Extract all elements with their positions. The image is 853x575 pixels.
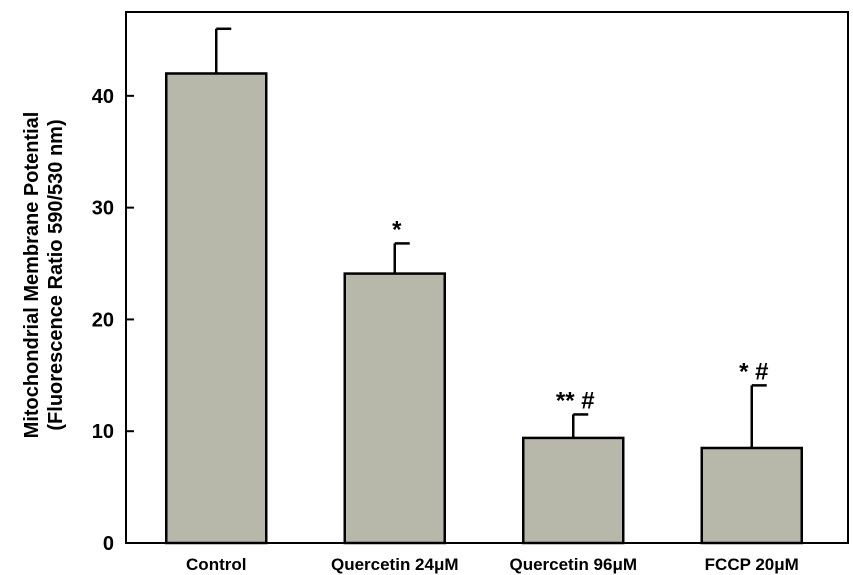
y-tick-label: 10 bbox=[92, 421, 114, 443]
bar bbox=[343, 272, 446, 545]
significance-annotation: * # bbox=[739, 358, 768, 385]
bar-group: ** # Quercetin 96μM bbox=[509, 387, 637, 574]
y-tick-label: 20 bbox=[92, 309, 114, 331]
bar-group: * Quercetin 24μM bbox=[331, 216, 459, 574]
y-axis-label-line-2: (Fluorescence Ratio 590/530 nm) bbox=[45, 119, 67, 430]
y-tick-label: 0 bbox=[103, 533, 114, 555]
category-label: Quercetin 24μM bbox=[331, 555, 459, 574]
y-axis-label: Mitochondrial Membrane Potential (Fluore… bbox=[21, 112, 67, 439]
bar bbox=[165, 72, 268, 545]
bar bbox=[522, 436, 625, 545]
y-axis-label-line-1: Mitochondrial Membrane Potential bbox=[21, 112, 43, 439]
bar bbox=[700, 446, 803, 545]
category-label: Quercetin 96μM bbox=[509, 555, 637, 574]
bar-group: Control bbox=[165, 27, 268, 574]
significance-annotation: ** # bbox=[556, 387, 595, 414]
y-tick-label: 30 bbox=[92, 198, 114, 220]
plot-frame bbox=[125, 11, 849, 544]
category-label: FCCP 20μM bbox=[705, 555, 799, 574]
significance-annotation: * bbox=[392, 216, 402, 243]
plot-area: 0 10 20 30 40 Control * Quercetin 24μM ** # Querc… bbox=[92, 11, 849, 574]
bar-group: * # FCCP 20μM bbox=[700, 358, 803, 574]
category-label: Control bbox=[186, 555, 246, 574]
y-tick-label: 40 bbox=[92, 86, 114, 108]
